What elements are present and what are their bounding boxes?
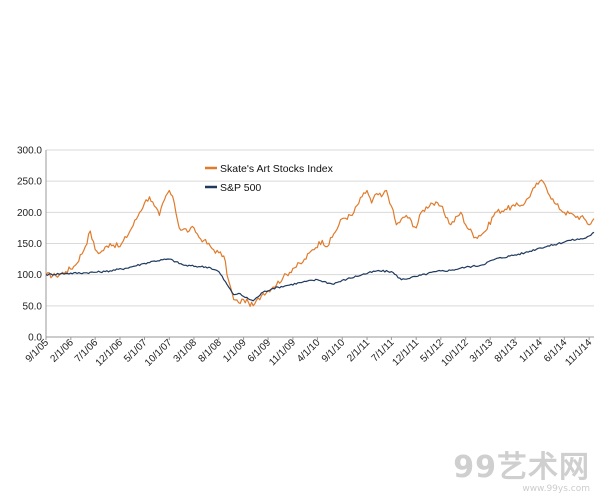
x-tick-label: 3/1/08 [172,337,200,365]
legend-label: S&P 500 [220,182,261,194]
x-tick-label: 8/1/13 [493,337,521,365]
x-tick-label: 1/1/14 [517,337,545,365]
y-tick-label: 100.0 [17,270,42,281]
legend-label: Skate's Art Stocks Index [220,163,334,175]
series-line [45,231,595,302]
y-tick-label: 0.0 [28,333,42,344]
x-tick-label: 12/1/06 [94,337,126,369]
x-tick-label: 2/1/11 [345,337,372,364]
watermark: 99艺术网 www.99ys.com [453,450,590,495]
series-line [45,179,595,307]
x-tick-label: 11/1/09 [267,337,298,368]
x-tick-label: 9/1/10 [320,337,348,365]
x-tick-label: 10/1/12 [439,337,471,369]
x-tick-label: 3/1/13 [468,337,496,365]
y-axis: 0.0 50.0 100.0 150.0 200.0 250.0 300.0 [17,146,47,344]
x-tick-label: 11/1/14 [563,337,594,368]
series-lines [45,179,595,307]
legend: Skate's Art Stocks Index S&P 500 [205,163,334,194]
watermark-logo: 99艺术网 [453,450,590,485]
x-tick-label: 2/1/06 [48,337,76,365]
gridlines [46,149,594,338]
x-tick-label: 8/1/08 [196,337,224,365]
x-tick-label: 1/1/09 [221,337,249,365]
y-tick-label: 150.0 [17,239,42,250]
x-tick-label: 4/1/10 [295,337,323,365]
watermark-url: www.99ys.com [522,484,590,494]
x-tick-label: 12/1/11 [390,337,421,368]
y-tick-label: 50.0 [23,301,43,312]
y-tick-label: 250.0 [17,177,42,188]
x-axis: 9/1/052/1/067/1/0612/1/065/1/0710/1/073/… [24,337,595,369]
y-tick-label: 200.0 [17,208,42,219]
y-tick-label: 300.0 [17,146,42,157]
x-tick-label: 10/1/07 [143,337,175,369]
